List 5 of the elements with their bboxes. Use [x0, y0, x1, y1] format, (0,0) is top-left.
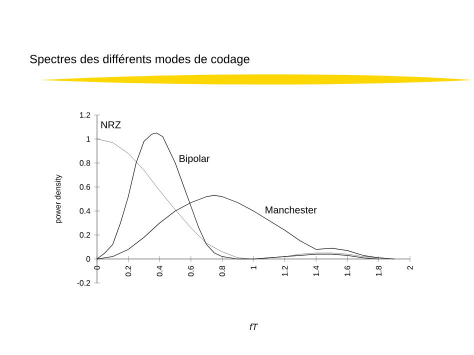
series-label: Bipolar — [180, 154, 210, 164]
series-label: Manchester — [266, 206, 317, 214]
x-axis-title: fT — [250, 323, 258, 330]
chart-title: Spectres des différents modes de codage — [30, 54, 250, 66]
series-label: NRZ — [101, 121, 121, 128]
